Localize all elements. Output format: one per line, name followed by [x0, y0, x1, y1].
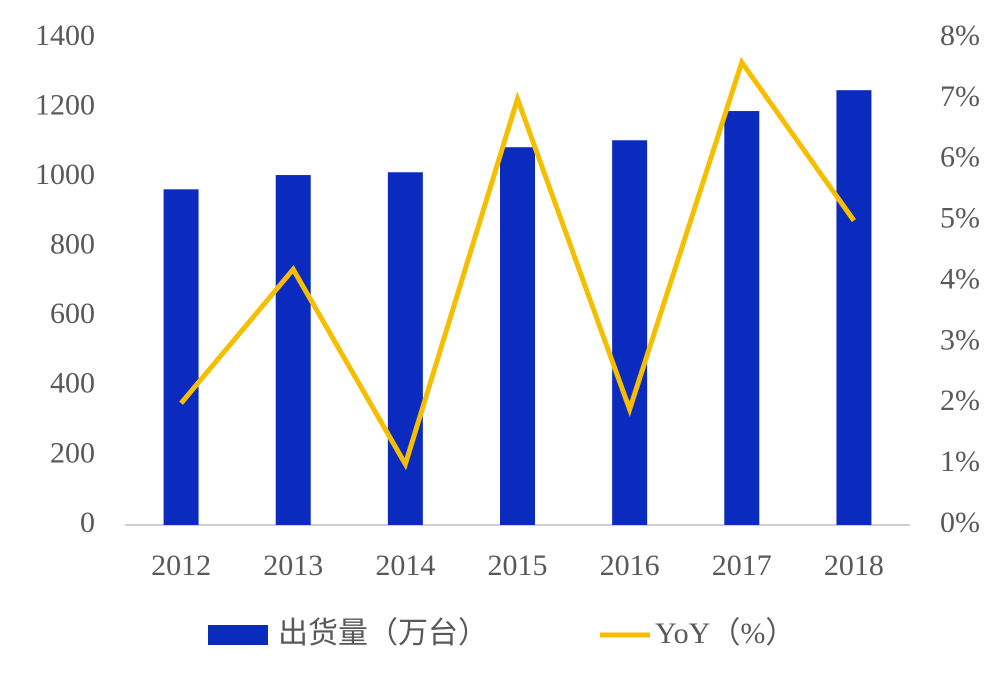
- y2-tick-label: 7%: [940, 80, 980, 113]
- y-tick-label: 0: [80, 506, 95, 539]
- y-tick-label: 1000: [35, 158, 95, 191]
- line: [179, 56, 856, 471]
- y-tick-label: 200: [50, 436, 95, 469]
- legend-label: YoY（%）: [655, 617, 795, 650]
- y2-tick-label: 3%: [940, 323, 980, 356]
- bar: [387, 172, 423, 525]
- bar: [836, 90, 872, 525]
- legend-swatch: [208, 625, 268, 645]
- bar: [163, 189, 199, 525]
- x-tick-label: 2014: [375, 549, 435, 582]
- y-tick-label: 400: [50, 367, 95, 400]
- x-tick-label: 2017: [712, 549, 772, 582]
- y2-tick-label: 6%: [940, 141, 980, 174]
- y-tick-label: 1200: [35, 88, 95, 121]
- x-tick-label: 2015: [488, 549, 548, 582]
- y-tick-label: 1400: [35, 19, 95, 52]
- bar: [275, 175, 311, 525]
- bar: [724, 111, 760, 526]
- y2-tick-label: 4%: [940, 262, 980, 295]
- x-tick-label: 2018: [824, 549, 884, 582]
- bar: [612, 140, 648, 525]
- y2-tick-label: 0%: [940, 506, 980, 539]
- bar: [500, 147, 535, 525]
- legend-label: 出货量（万台）: [278, 617, 488, 650]
- x-tick-label: 2013: [263, 549, 323, 582]
- x-tick-label: 2012: [151, 549, 211, 582]
- y2-tick-label: 2%: [940, 384, 980, 417]
- y-tick-label: 800: [50, 228, 95, 261]
- y2-tick-label: 5%: [940, 202, 980, 235]
- y2-tick-label: 8%: [940, 19, 980, 52]
- x-tick-label: 2016: [600, 549, 660, 582]
- y2-tick-label: 1%: [940, 445, 980, 478]
- y-tick-label: 600: [50, 297, 95, 330]
